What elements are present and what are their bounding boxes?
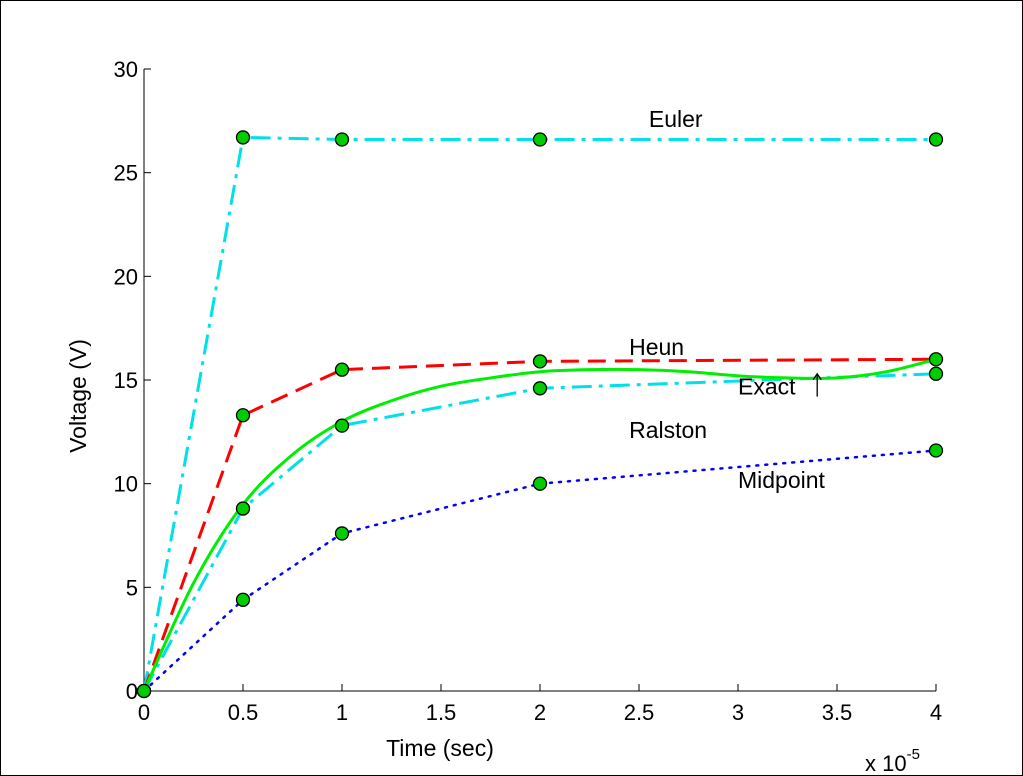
x-multiplier-exponent: -5 — [907, 746, 920, 763]
series-heun-point — [532, 354, 548, 369]
x-multiplier-base: x 10 — [865, 751, 907, 776]
series-midpoint-point — [334, 526, 350, 541]
series-midpoint-point — [532, 476, 548, 491]
series-heun-point — [928, 352, 944, 367]
y-tick-label: 25 — [114, 161, 138, 186]
series-exact-line — [142, 357, 937, 692]
annotation-layer: Euler Heun Ralston Midpoint Exact — [629, 106, 825, 493]
series-layer — [142, 135, 938, 693]
series-ralston-point — [532, 381, 548, 396]
series-ralston-line — [142, 372, 937, 692]
x-tick-label: 3 — [732, 700, 744, 725]
marker-layer — [136, 130, 944, 699]
axes: 0 0.5 1 1.5 2 2.5 3 3.5 4 0 5 10 15 20 25 30 — [114, 57, 943, 725]
series-midpoint-point — [235, 592, 251, 607]
y-tick-label: 15 — [114, 368, 138, 393]
y-tick-label: 5 — [126, 575, 138, 600]
x-tick-label: 1 — [336, 700, 348, 725]
series-heun-line — [142, 357, 937, 692]
y-tick-label: 30 — [114, 57, 138, 82]
x-tick-label: 2 — [534, 700, 546, 725]
annotation-midpoint: Midpoint — [738, 467, 826, 493]
annotation-euler: Euler — [649, 106, 703, 132]
x-multiplier-label: x 10-5 — [865, 746, 920, 776]
x-tick-label: 3.5 — [822, 700, 853, 725]
series-heun-point — [334, 362, 350, 377]
series-euler-point — [928, 132, 944, 147]
series-euler-line — [142, 135, 936, 692]
series-midpoint-point — [136, 683, 152, 699]
series-euler-point — [235, 130, 251, 145]
y-tick-label: 0 — [126, 679, 138, 704]
annotation-heun: Heun — [629, 334, 684, 360]
series-ralston-point — [928, 366, 944, 381]
x-tick-label: 2.5 — [624, 700, 655, 725]
x-tick-label: 0.5 — [228, 700, 259, 725]
x-axis-label: Time (sec) — [386, 735, 494, 761]
series-heun-point — [235, 408, 251, 423]
annotation-arrow-head — [812, 372, 822, 381]
series-midpoint-point — [928, 443, 944, 458]
annotation-ralston: Ralston — [629, 417, 707, 443]
x-tick-label: 0 — [138, 700, 150, 725]
y-tick-label: 10 — [114, 472, 138, 497]
series-ralston-point — [235, 501, 251, 516]
series-euler-point — [334, 132, 350, 147]
y-axis-label: Voltage (V) — [65, 339, 91, 453]
annotation-exact: Exact — [738, 374, 796, 400]
series-euler-point — [532, 132, 548, 147]
x-tick-label: 4 — [930, 700, 942, 725]
y-tick-label: 20 — [114, 264, 138, 289]
series-ralston-point — [334, 418, 350, 433]
x-tick-label: 1.5 — [426, 700, 457, 725]
